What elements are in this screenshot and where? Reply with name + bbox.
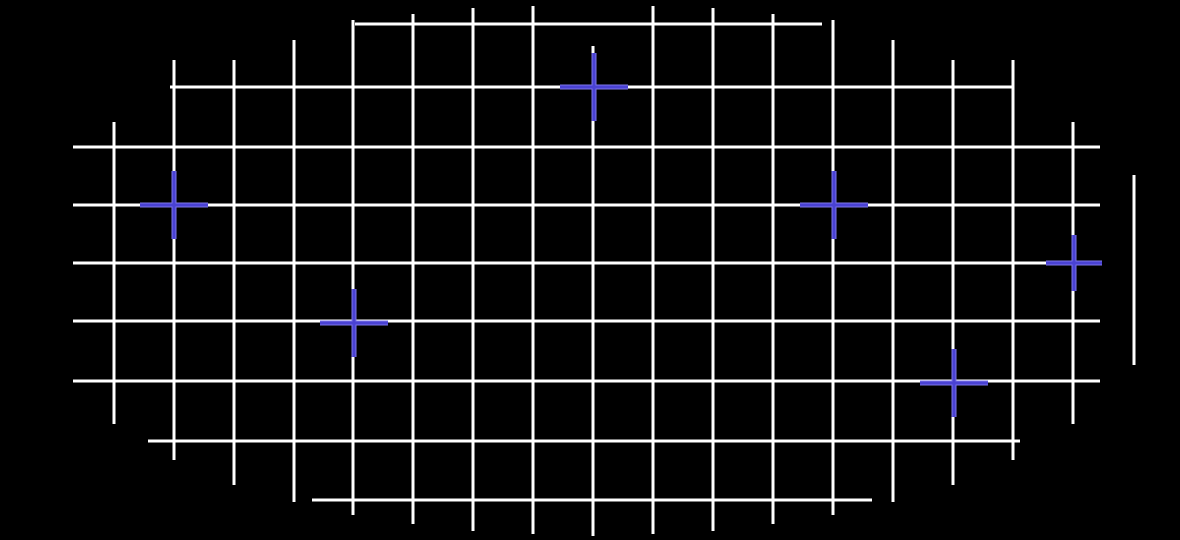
cross-marker-icon[interactable] xyxy=(800,171,868,239)
cross-marker-icon[interactable] xyxy=(320,289,388,357)
cross-marker-icon[interactable] xyxy=(1046,235,1102,291)
markers-group xyxy=(140,53,1102,417)
cross-marker-icon[interactable] xyxy=(140,171,208,239)
cross-marker-icon[interactable] xyxy=(560,53,628,121)
cross-marker-icon[interactable] xyxy=(920,349,988,417)
parallels-group xyxy=(73,22,1100,502)
meridians-group xyxy=(112,6,1075,536)
